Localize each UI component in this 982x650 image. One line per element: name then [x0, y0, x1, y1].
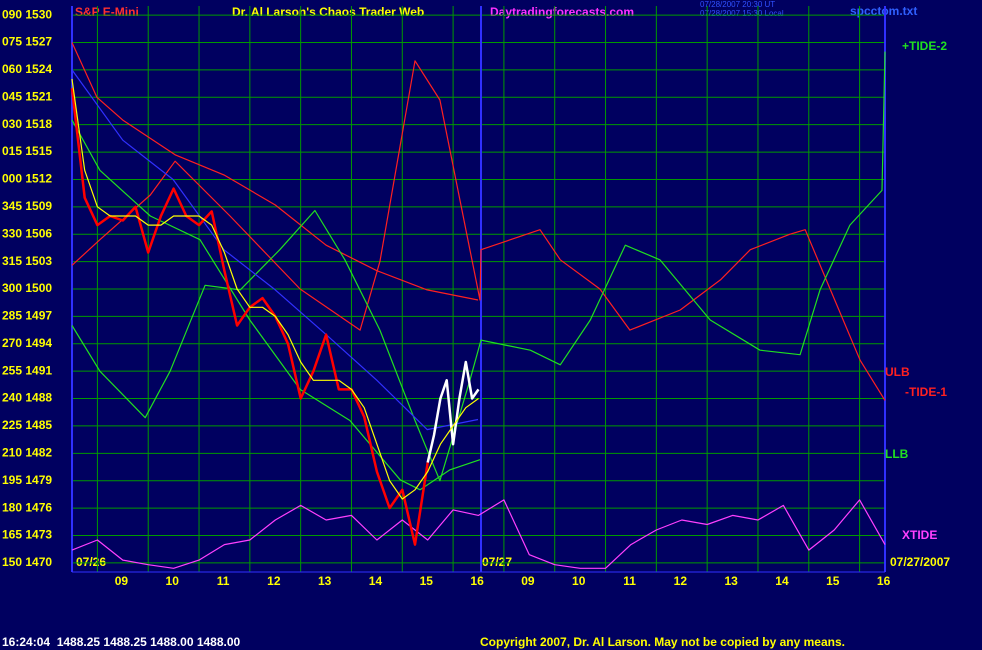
y-tick-label: 165 1473	[2, 528, 52, 542]
x-tick-label: 09	[521, 574, 535, 588]
series-label: LLB	[885, 447, 909, 461]
timestamp: 07/28/2007 20:30 UT	[700, 0, 775, 9]
copyright: Copyright 2007, Dr. Al Larson. May not b…	[480, 635, 845, 649]
x-tick-label: 11	[623, 574, 636, 588]
y-tick-label: 195 1479	[2, 473, 52, 487]
x-tick-label: 10	[166, 574, 180, 588]
series-line	[71, 499, 886, 569]
y-tick-label: 075 1527	[2, 35, 52, 49]
series-label: XTIDE	[902, 528, 937, 542]
series-line	[71, 119, 481, 491]
y-tick-label: 315 1503	[2, 254, 52, 268]
x-tick-label: 15	[420, 574, 434, 588]
x-tick-label: 12	[674, 574, 688, 588]
x-tick-label: 09	[115, 574, 129, 588]
x-tick-label: 13	[724, 574, 738, 588]
series-label: -TIDE-1	[905, 385, 947, 399]
symbol: S&P E-Mini	[75, 5, 139, 19]
x-tick-label: 14	[775, 574, 789, 588]
y-tick-label: 030 1518	[2, 117, 52, 131]
site: Daytradingforecasts.com	[490, 5, 634, 19]
chart-title: Dr. Al Larson's Chaos Trader Web	[232, 5, 424, 19]
timestamp: 07/28/2007 15:30 Local	[700, 9, 784, 18]
series-line	[71, 51, 886, 482]
y-tick-label: 300 1500	[2, 281, 52, 295]
y-tick-label: 240 1488	[2, 391, 52, 405]
y-tick-label: 345 1509	[2, 199, 52, 213]
x-tick-label: 10	[572, 574, 586, 588]
date-label: 07/27	[482, 555, 512, 569]
y-tick-label: 225 1485	[2, 418, 52, 432]
y-tick-label: 060 1524	[2, 62, 52, 76]
x-tick-label: 11	[217, 574, 230, 588]
x-tick-label: 12	[267, 574, 281, 588]
x-tick-label: 14	[369, 574, 383, 588]
y-tick-label: 015 1515	[2, 144, 52, 158]
series-line	[71, 78, 479, 500]
y-tick-label: 180 1476	[2, 500, 52, 514]
series-line	[71, 69, 479, 431]
x-tick-label: 16	[877, 574, 891, 588]
status-line: 16:24:04 1488.25 1488.25 1488.00 1488.00	[2, 635, 241, 649]
y-tick-label: 000 1512	[2, 172, 52, 186]
y-tick-label: 255 1491	[2, 363, 52, 377]
y-tick-label: 330 1506	[2, 226, 52, 240]
file-name: spcctom.txt	[850, 4, 917, 18]
y-tick-label: 150 1470	[2, 555, 52, 569]
series-label: +TIDE-2	[902, 39, 947, 53]
y-tick-label: 270 1494	[2, 336, 52, 350]
y-tick-label: 090 1530	[2, 7, 52, 21]
x-tick-label: 16	[470, 574, 484, 588]
y-tick-label: 210 1482	[2, 445, 52, 459]
x-tick-label: 13	[318, 574, 332, 588]
series-label: ULB	[885, 365, 910, 379]
date-label: 07/26	[76, 555, 106, 569]
x-tick-label: 15	[826, 574, 840, 588]
series-line	[426, 360, 480, 463]
date-label: 07/27/2007	[890, 555, 950, 569]
series-line	[71, 42, 479, 301]
series-line	[71, 60, 886, 401]
y-tick-label: 285 1497	[2, 309, 52, 323]
y-tick-label: 045 1521	[2, 89, 52, 103]
